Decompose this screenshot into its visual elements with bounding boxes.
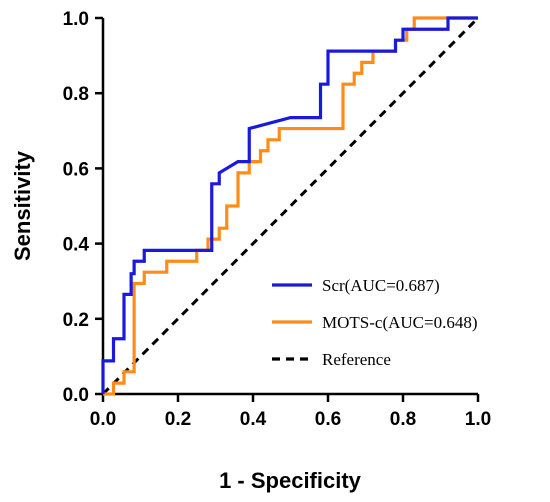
x-axis-title: 1 - Specificity	[219, 468, 362, 493]
legend-label: Scr(AUC=0.687)	[322, 276, 440, 295]
legend-label: Reference	[322, 350, 391, 369]
series-layer	[101, 16, 480, 396]
series-line-scr	[101, 16, 478, 394]
axes-layer: 0.0 0.2 0.4 0.6 0.8 1.0 0.0 0.2 0.4 0.6 0.8 1.0	[63, 9, 492, 430]
y-axis-title: Sensitivity	[10, 150, 35, 261]
x-tick-label: 0.4	[240, 409, 267, 430]
y-tick-label: 1.0	[63, 9, 89, 30]
y-tick-label: 0.0	[63, 385, 89, 406]
x-tick-label: 0.8	[390, 409, 416, 430]
legend: Scr(AUC=0.687) MOTS-c(AUC=0.648) Reference	[272, 276, 478, 369]
legend-label: MOTS-c(AUC=0.648)	[322, 313, 478, 332]
x-tick-label: 0.2	[165, 409, 191, 430]
y-tick-label: 0.6	[63, 159, 89, 180]
series-line-reference	[101, 16, 480, 396]
x-tick-label: 0.6	[315, 409, 341, 430]
y-tick-label: 0.4	[63, 235, 90, 256]
y-tick-label: 0.2	[63, 310, 89, 331]
y-tick-label: 0.8	[63, 84, 89, 105]
x-tick-label: 1.0	[465, 409, 491, 430]
x-tick-label: 0.0	[90, 409, 116, 430]
